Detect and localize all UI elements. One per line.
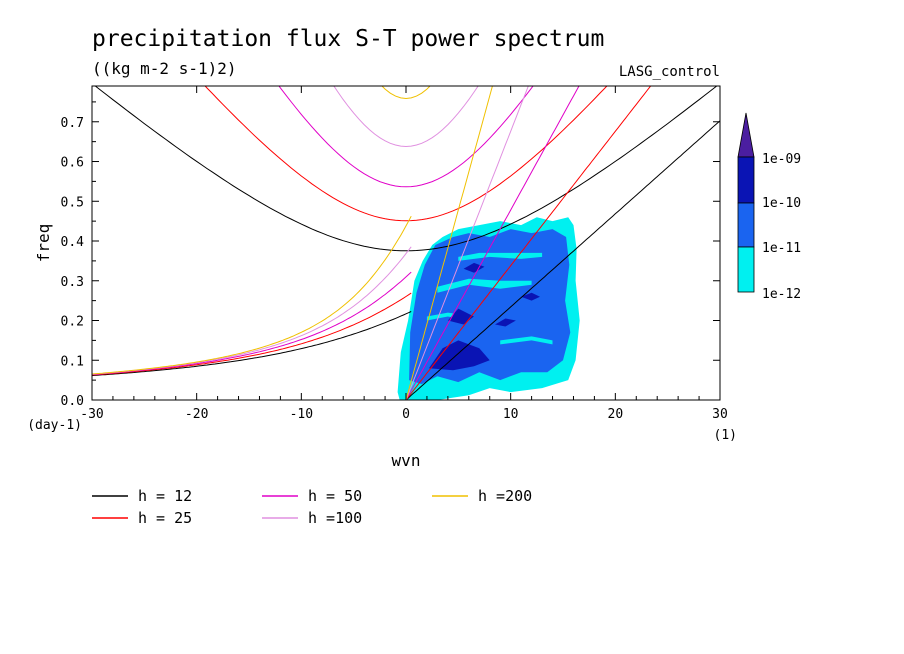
y-unit-label: (day-1) <box>27 418 82 433</box>
y-axis-label: freq <box>34 224 53 263</box>
spectrum-band-1e-10 <box>429 340 490 371</box>
x-tick-label: -10 <box>290 407 313 422</box>
x-tick-label: 30 <box>712 407 728 422</box>
y-tick-label: 0.0 <box>61 394 84 409</box>
x-tick-label: 20 <box>608 407 624 422</box>
spectrum-gap <box>437 278 532 293</box>
dispersion-curve <box>405 86 529 400</box>
chart-title: precipitation flux S-T power spectrum <box>92 26 604 52</box>
legend-label: h =100 <box>308 509 362 527</box>
spectrum-band-1e-11 <box>409 229 571 385</box>
spectrum-band-1e-10 <box>521 292 540 301</box>
y-tick-label: 0.6 <box>61 156 84 171</box>
y-tick-label: 0.5 <box>61 195 84 210</box>
x-axis: -30 -20 -10 0 10 20 30 <box>80 86 728 422</box>
legend: h = 12 h = 25 h = 50 h =100 h =200 <box>92 487 532 527</box>
x-axis-label: wvn <box>392 451 421 470</box>
y-tick-label: 0.2 <box>61 315 84 330</box>
dispersion-curve <box>92 311 412 377</box>
dispersion-curve <box>92 215 412 375</box>
dispersion-curve <box>405 120 720 400</box>
colorbar-label: 1e-11 <box>762 241 801 256</box>
spectrum-gap <box>458 252 543 261</box>
dispersion-curve <box>405 86 580 400</box>
y-axis: 0.0 0.1 0.2 0.3 0.4 0.5 0.6 0.7 <box>61 101 720 409</box>
colorbar-swatch <box>737 202 755 248</box>
run-label: LASG_control <box>619 64 720 80</box>
colorbar: 1e-09 1e-10 1e-11 1e-12 <box>737 112 801 302</box>
dispersion-curve <box>92 292 412 376</box>
dispersion-curve <box>405 86 493 400</box>
dispersion-curve <box>381 86 431 100</box>
y-tick-label: 0.7 <box>61 116 84 131</box>
chart-units: ((kg m-2 s-1)2) <box>92 59 237 78</box>
x-tick-label: 0 <box>402 407 410 422</box>
colorbar-swatch <box>737 156 755 204</box>
dispersion-curve <box>94 86 718 252</box>
dispersion-curve <box>405 86 652 400</box>
colorbar-label: 1e-10 <box>762 196 801 211</box>
y-tick-label: 0.1 <box>61 354 84 369</box>
spectrum-gap <box>500 336 553 345</box>
x-tick-label: 10 <box>503 407 519 422</box>
dispersion-curve <box>278 86 534 188</box>
colorbar-extend <box>737 112 755 158</box>
spectrum-band-1e-10 <box>463 262 485 273</box>
x-tick-label: -20 <box>185 407 208 422</box>
legend-label: h = 12 <box>138 487 192 505</box>
dispersion-curve <box>204 86 608 222</box>
x-tick-label: -30 <box>80 407 103 422</box>
y-tick-label: 0.4 <box>61 235 85 250</box>
colorbar-label: 1e-09 <box>762 152 801 167</box>
dispersion-curve <box>92 246 412 375</box>
colorbar-label: 1e-12 <box>762 287 801 302</box>
spectrum-contours <box>397 217 580 400</box>
legend-label: h =200 <box>478 487 532 505</box>
spectrum-band-1e-10 <box>495 318 516 327</box>
dispersion-curves <box>92 86 720 400</box>
x-unit-label: (1) <box>714 428 737 443</box>
legend-label: h = 25 <box>138 509 192 527</box>
y-tick-label: 0.3 <box>61 275 84 290</box>
colorbar-swatch <box>737 246 755 293</box>
legend-label: h = 50 <box>308 487 362 505</box>
dispersion-curve <box>333 86 479 148</box>
